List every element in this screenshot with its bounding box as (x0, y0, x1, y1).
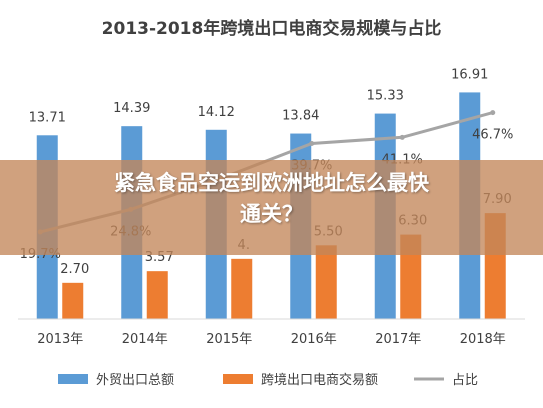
data-label-export-total-3: 13.84 (282, 109, 319, 124)
data-label-export-total-1: 14.39 (113, 101, 150, 116)
bar-ecommerce-volume-0 (62, 282, 84, 319)
legend: 外贸出口总额 跨境出口电商交易额 占比 (58, 372, 478, 388)
bar-ecommerce-volume-4 (400, 234, 422, 319)
x-tick-label-3: 2016年 (291, 332, 337, 347)
bar-ecommerce-volume-1 (146, 271, 168, 319)
x-tick-label-1: 2014年 (122, 332, 168, 347)
line-share-point-4 (399, 134, 405, 140)
data-label-share-5: 46.7% (472, 128, 513, 143)
bar-ecommerce-volume-3 (315, 245, 337, 319)
labels-export-total: 13.71 14.39 14.12 13.84 15.33 16.91 (29, 67, 489, 125)
line-share-point-3 (309, 141, 315, 147)
x-axis-ticks: 2013年 2014年 2015年 2016年 2017年 2018年 (37, 332, 506, 347)
overlay-line-2: 通关？ (240, 202, 303, 226)
data-label-ecommerce-volume-0: 2.70 (60, 262, 89, 277)
bar-ecommerce-volume-2 (231, 258, 253, 319)
legend-swatch-0 (58, 374, 88, 384)
line-share-point-5 (490, 110, 496, 116)
chart-title: 2013-2018年跨境出口电商交易规模与占比 (102, 18, 442, 39)
overlay-line-1: 紧急食品空运到欧洲地址怎么最快 (114, 171, 429, 195)
data-label-export-total-4: 15.33 (367, 89, 404, 104)
legend-label-1: 跨境出口电商交易额 (261, 372, 378, 388)
overlay-headline: 紧急食品空运到欧洲地址怎么最快 通关？ (0, 168, 543, 230)
x-tick-label-0: 2013年 (37, 332, 83, 347)
legend-label-0: 外贸出口总额 (96, 373, 174, 388)
x-tick-label-5: 2018年 (460, 332, 506, 347)
x-tick-label-4: 2017年 (375, 332, 421, 347)
series-ecommerce-volume (62, 213, 506, 319)
data-label-export-total-5: 16.91 (451, 67, 488, 82)
overlay-banner (0, 160, 543, 255)
x-tick-label-2: 2015年 (206, 332, 252, 347)
data-label-export-total-2: 14.12 (198, 105, 235, 120)
legend-swatch-1 (223, 374, 253, 384)
legend-label-2: 占比 (452, 373, 478, 388)
data-label-export-total-0: 13.71 (29, 110, 66, 125)
